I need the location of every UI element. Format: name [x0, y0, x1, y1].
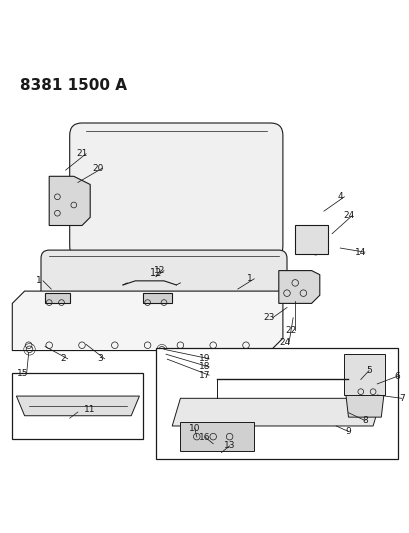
- Text: 7: 7: [398, 394, 404, 403]
- Bar: [12, 373, 143, 439]
- Polygon shape: [45, 293, 70, 303]
- Text: 16: 16: [199, 433, 210, 441]
- Text: 24: 24: [279, 338, 290, 347]
- Polygon shape: [12, 291, 282, 351]
- Bar: [180, 422, 254, 451]
- Text: 6: 6: [394, 372, 400, 381]
- Polygon shape: [344, 382, 384, 417]
- Bar: [155, 349, 397, 459]
- Text: 8381 1500 A: 8381 1500 A: [20, 78, 127, 93]
- FancyBboxPatch shape: [70, 123, 282, 259]
- Text: 12: 12: [154, 266, 165, 275]
- Text: 11: 11: [84, 406, 96, 415]
- Text: 9: 9: [345, 427, 351, 436]
- Text: 1: 1: [247, 274, 252, 284]
- Text: 2: 2: [61, 354, 66, 364]
- Text: 23: 23: [262, 313, 274, 322]
- Text: 18: 18: [199, 362, 210, 372]
- Bar: [344, 354, 384, 395]
- Text: 10: 10: [189, 424, 200, 433]
- Bar: [294, 225, 327, 254]
- Polygon shape: [278, 271, 319, 303]
- Text: 12: 12: [149, 268, 162, 278]
- Text: 13: 13: [223, 441, 235, 450]
- Text: 21: 21: [76, 149, 88, 158]
- Polygon shape: [49, 176, 90, 225]
- Text: 24: 24: [342, 211, 353, 220]
- Polygon shape: [172, 398, 380, 426]
- Polygon shape: [143, 293, 172, 303]
- Text: 19: 19: [199, 354, 210, 364]
- Text: 17: 17: [199, 370, 210, 379]
- Text: 5: 5: [365, 366, 371, 375]
- Text: 1: 1: [36, 276, 42, 285]
- Polygon shape: [16, 396, 139, 416]
- Text: 3: 3: [97, 354, 103, 364]
- Text: 20: 20: [92, 164, 104, 173]
- Text: 15: 15: [17, 369, 28, 377]
- Text: 22: 22: [285, 326, 296, 335]
- Text: 4: 4: [337, 192, 342, 201]
- FancyBboxPatch shape: [41, 250, 286, 303]
- Text: 8: 8: [361, 416, 367, 425]
- Text: 14: 14: [354, 248, 366, 257]
